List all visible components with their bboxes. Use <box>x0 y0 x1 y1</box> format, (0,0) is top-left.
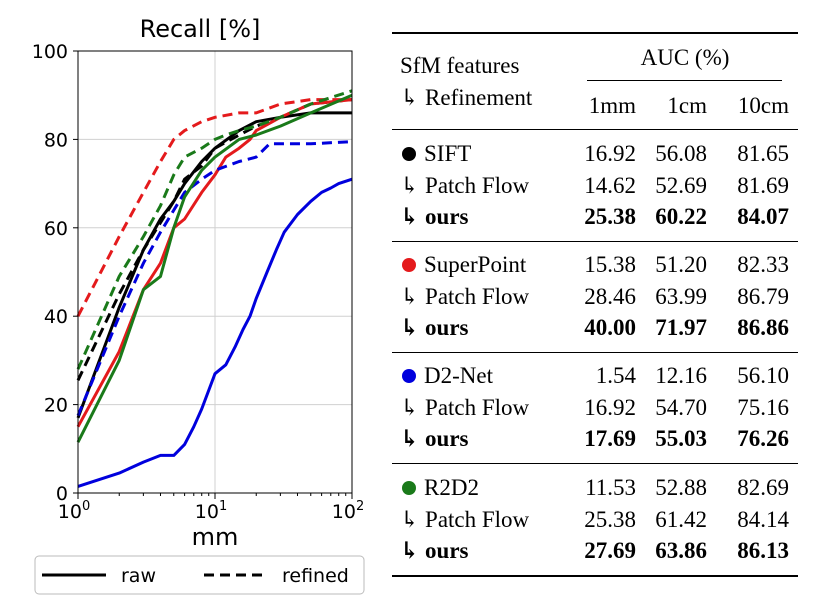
chart-legend: raw refined <box>34 555 365 595</box>
table-cell: 51.20 <box>655 252 707 277</box>
table-cell: 52.69 <box>655 172 707 198</box>
legend-box <box>34 555 365 595</box>
recall-chart: Recall [%] 0 20 40 60 80 100 100 101 102 mm raw… <box>32 15 365 595</box>
table-cell: 56.10 <box>737 363 789 388</box>
table-bottom-rule <box>392 575 798 577</box>
table-cell: 84.07 <box>737 204 789 229</box>
y-tick-label: 100 <box>32 41 68 63</box>
header-features-label: SfM features <box>400 53 520 78</box>
y-tick-label: 40 <box>44 306 68 328</box>
feature-marker-dot <box>402 369 416 383</box>
row-label: ↳ Patch Flow <box>400 172 530 198</box>
table-cell: 81.65 <box>737 141 789 166</box>
feature-marker-dot <box>402 147 416 161</box>
auc-underline <box>587 80 782 81</box>
table-cell: 86.13 <box>737 538 789 563</box>
series-superpoint-raw <box>76 98 353 428</box>
table-cell: 61.42 <box>655 506 707 532</box>
table-cell: 52.88 <box>655 475 707 500</box>
table-cell: 17.69 <box>584 426 636 451</box>
header-col-1mm: 1mm <box>588 93 636 118</box>
table-cell: 76.26 <box>737 426 789 451</box>
table-cell: 40.00 <box>584 315 636 340</box>
row-label: ↳ ours <box>400 315 469 340</box>
table-cell: 27.69 <box>584 538 636 563</box>
table-cell: 25.38 <box>584 506 636 532</box>
table-cell: 63.86 <box>655 538 707 563</box>
legend-raw-label: raw <box>121 565 156 587</box>
table-cell: 15.38 <box>584 252 636 277</box>
header-refinement-label: ↳ Refinement <box>400 85 533 110</box>
y-axis-ticks: 0 20 40 60 80 100 <box>32 41 78 505</box>
table-cell: 71.97 <box>655 315 707 340</box>
table-cell: 82.69 <box>737 475 789 500</box>
feature-marker-dot <box>402 481 416 495</box>
table-cell: 75.16 <box>737 394 789 420</box>
table-cell: 54.70 <box>655 394 707 420</box>
y-tick-label: 0 <box>56 483 68 505</box>
table-cell: 63.99 <box>655 283 707 309</box>
legend-refined-label: refined <box>282 565 349 587</box>
series-d2-net-refined <box>76 140 353 417</box>
series-sift-refined <box>76 98 353 381</box>
table-cell: 16.92 <box>584 141 636 166</box>
series-d2-net-raw <box>77 177 353 488</box>
x-axis-ticks: 100 101 102 <box>58 493 364 523</box>
table-cell: 1.54 <box>595 363 636 388</box>
row-label: ↳ Patch Flow <box>400 506 530 532</box>
group-separator-rule <box>392 241 798 242</box>
header-rule <box>392 129 798 130</box>
table-cell: 28.46 <box>584 283 636 309</box>
row-label: R2D2 <box>424 475 479 500</box>
row-label: SuperPoint <box>424 252 527 277</box>
header-col-10cm: 10cm <box>737 93 789 118</box>
row-label: ↳ Patch Flow <box>400 283 530 309</box>
y-tick-label: 80 <box>44 129 68 151</box>
feature-marker-dot <box>402 258 416 272</box>
table-cell: 55.03 <box>655 426 707 451</box>
table-cell: 81.69 <box>737 172 789 198</box>
row-label: ↳ ours <box>400 204 469 229</box>
x-tick-label: 101 <box>195 499 227 523</box>
table-cell: 11.53 <box>585 475 636 500</box>
table-cell: 82.33 <box>737 252 789 277</box>
chart-title: Recall [%] <box>140 15 261 43</box>
x-axis-label: mm <box>192 523 239 551</box>
table-cell: 16.92 <box>584 394 636 420</box>
table-cell: 60.22 <box>655 204 707 229</box>
y-tick-label: 20 <box>44 395 68 417</box>
table-cell: 14.62 <box>584 172 636 198</box>
row-label: ↳ ours <box>400 538 469 563</box>
table-top-rule <box>392 32 798 34</box>
auc-table: SfM features ↳ Refinement AUC (%) 1mm 1c… <box>392 32 798 577</box>
x-tick-label: 100 <box>58 499 90 523</box>
table-cell: 25.38 <box>584 204 636 229</box>
chart-series <box>76 89 353 488</box>
series-r2d2-refined <box>76 89 353 370</box>
y-tick-label: 60 <box>44 218 68 240</box>
table-cell: 86.79 <box>737 283 789 309</box>
x-tick-label: 102 <box>332 499 364 523</box>
group-separator-rule <box>392 463 798 464</box>
row-label: D2-Net <box>424 363 493 388</box>
row-label: ↳ ours <box>400 426 469 451</box>
row-label: SIFT <box>424 141 472 166</box>
header-col-1cm: 1cm <box>667 93 707 118</box>
group-separator-rule <box>392 352 798 353</box>
table-cell: 12.16 <box>655 363 707 388</box>
table-cell: 56.08 <box>655 141 707 166</box>
header-auc-label: AUC (%) <box>640 45 730 70</box>
series-r2d2-raw <box>76 93 353 443</box>
row-label: ↳ Patch Flow <box>400 394 530 420</box>
table-cell: 86.86 <box>737 315 789 340</box>
table-cell: 84.14 <box>737 506 789 532</box>
